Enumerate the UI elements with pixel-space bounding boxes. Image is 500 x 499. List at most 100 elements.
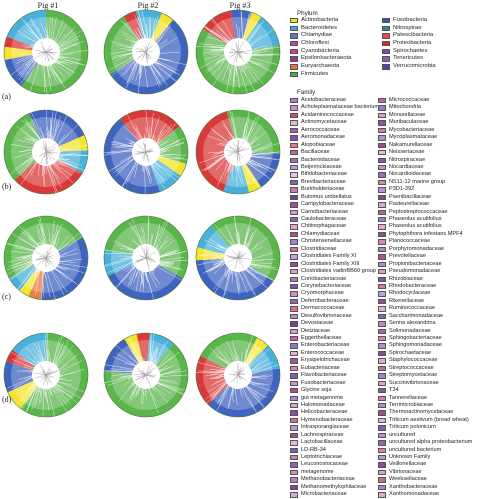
family-legend-item: Prevotellaceae (378, 253, 472, 260)
family-legend-label: Christensenellaceae (301, 238, 352, 244)
phylum-legend-label: Nitrospirae (393, 25, 421, 31)
family-legend-swatch (378, 247, 386, 252)
family-legend-swatch (378, 120, 386, 125)
phylum-legend-label: Firmicutes (301, 71, 328, 77)
family-legend-item: Chitinophagaceae (290, 223, 379, 230)
family-legend-item: Aerococcaceae (290, 127, 379, 134)
family-legend-item: Helicobacteraceae (290, 409, 379, 416)
family-legend-swatch (290, 485, 298, 490)
family-legend-label: Clostridiales vadinBB60 group (301, 268, 376, 274)
family-legend-label: Rhodocyclaceae (389, 290, 430, 296)
family-legend-swatch (378, 425, 386, 430)
family-legend-swatch (290, 314, 298, 319)
family-legend-item: Thermoactinomycetaceae (378, 409, 472, 416)
family-legend-label: Dietziaceae (301, 328, 330, 334)
family-legend-item: Chlamydiaceae (290, 231, 379, 238)
family-legend-item: Corynebacteriaceae (290, 283, 379, 290)
family-legend-swatch (378, 470, 386, 475)
family-legend-swatch (290, 403, 298, 408)
family-legend-item: Nocardiaceae (378, 164, 472, 171)
family-legend-swatch (378, 232, 386, 237)
family-legend-item: Hymenobacteraceae (290, 417, 379, 424)
family-legend-swatch (290, 492, 298, 497)
family-legend-label: Atopobiaceae (301, 142, 335, 148)
family-legend-swatch (378, 128, 386, 133)
family-legend-item: Phytophthora infestans MPF4 (378, 231, 472, 238)
family-legend-item: Mitochondria (378, 104, 472, 111)
family-legend-swatch (378, 202, 386, 207)
family-legend-label: Enterobacteriaceae (301, 342, 350, 348)
family-legend-label: Aeromonadaceae (301, 134, 345, 140)
family-legend-swatch (290, 373, 298, 378)
family-legend-label: Burkholderiaceae (301, 186, 345, 192)
phylum-legend-label: Actinobacteria (301, 17, 338, 23)
phylum-legend-swatch (290, 18, 298, 23)
family-legend-label: Rikenellaceae (389, 298, 424, 304)
family-legend-item: Deferribacteraceae (290, 298, 379, 305)
family-legend-item: Rhizobiaceae (378, 276, 472, 283)
family-legend-label: Streptomycetaceae (389, 372, 437, 378)
family-legend-swatch (290, 165, 298, 170)
family-legend-swatch (290, 247, 298, 252)
family-legend-label: Nakamurellaceae (389, 142, 433, 148)
phylum-legend-swatch (290, 41, 298, 46)
family-legend-item: Bifidobacteriaceae (290, 171, 379, 178)
family-legend-swatch (378, 410, 386, 415)
family-legend-swatch (290, 202, 298, 207)
family-legend-item: Xanthomonadaceae (378, 491, 472, 498)
phylum-legend-label: Euryarchaeota (301, 63, 339, 69)
family-legend-swatch (290, 224, 298, 229)
family-legend-swatch (378, 381, 386, 386)
family-legend-item: Flavobacteriaceae (290, 372, 379, 379)
phylum-legend-item: Spirochaetes (382, 48, 436, 56)
family-legend-swatch (290, 217, 298, 222)
family-legend-label: Veillonellaceae (389, 461, 426, 467)
tree-d1 (4, 331, 88, 421)
family-legend-swatch (290, 262, 298, 267)
family-legend-item: Cryomorphaceae (290, 290, 379, 297)
tree-c2 (103, 215, 190, 300)
family-legend-item: Bacteroidaceae (290, 157, 379, 164)
family-legend-label: Leptotrichiaceae (301, 454, 342, 460)
tree-d3 (193, 333, 281, 417)
family-legend-item: Tannerellaceae (378, 395, 472, 402)
family-legend-swatch (290, 291, 298, 296)
tree-a1 (4, 10, 92, 95)
family-legend-label: uncultured bacterium (389, 447, 441, 453)
phylum-legend-title: Phylum (297, 10, 318, 17)
family-legend-label: Terrimicrobiaceae (389, 402, 433, 408)
family-legend-item: Fusobacteriaceae (290, 380, 379, 387)
family-legend-label: Unknown Family (389, 454, 430, 460)
family-legend-swatch (290, 462, 298, 467)
family-legend-item: uncultured bacterium (378, 447, 472, 454)
family-legend-swatch (290, 284, 298, 289)
family-legend-item: Leuconostocaceae (290, 461, 379, 468)
family-legend-swatch (290, 232, 298, 237)
family-legend-label: Micrococcaceae (389, 97, 429, 103)
family-legend-swatch (378, 135, 386, 140)
family-legend-swatch (378, 440, 386, 445)
family-legend-label: Helicobacteraceae (301, 409, 347, 415)
family-legend-swatch (290, 358, 298, 363)
family-legend-swatch (378, 150, 386, 155)
family-legend-item: metagenome (290, 469, 379, 476)
family-legend-item: Sphingomonadaceae (378, 342, 472, 349)
family-legend-label: Triticum aestivum (bread wheat) (389, 417, 469, 423)
family-legend-label: Thermoactinomycetaceae (389, 409, 453, 415)
family-legend-label: Leuconostocaceae (301, 461, 348, 467)
phylum-legend-item: Epsilonbacteraeota (290, 55, 351, 63)
family-legend-label: Mitochondria (389, 104, 421, 110)
phylum-legend-label: Chloroflexi (301, 40, 329, 46)
tree-d2 (102, 331, 189, 417)
family-legend-swatch (378, 403, 386, 408)
family-legend-label: T34 (389, 387, 399, 393)
family-legend-swatch (378, 358, 386, 363)
family-legend-item: Solimonadaceae (378, 328, 472, 335)
family-legend-swatch (378, 217, 386, 222)
family-legend-swatch (378, 277, 386, 282)
family-legend-item: Phaseolus acutifolius (378, 216, 472, 223)
family-legend-item: Rhodobacteraceae (378, 283, 472, 290)
family-legend-item: Saccharimonadaceae (378, 313, 472, 320)
family-legend-item: Caulobacteraceae (290, 216, 379, 223)
phylum-legend-label: Bacteroidetes (301, 25, 337, 31)
